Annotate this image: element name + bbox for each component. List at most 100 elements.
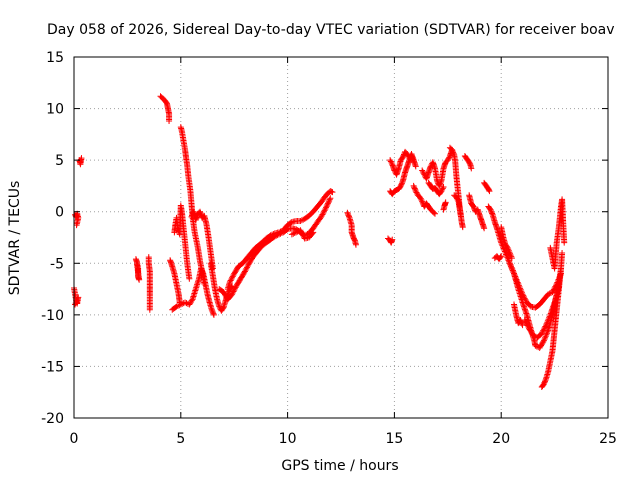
data-point-0-1463 — [544, 317, 551, 324]
data-point-0-1438 — [523, 321, 530, 328]
data-point-0-1357 — [511, 272, 518, 279]
data-point-0-1351 — [507, 263, 514, 270]
data-point-0-1439 — [524, 322, 531, 329]
data-point-0-1669 — [561, 239, 568, 246]
x-tick-label-2: 10 — [279, 431, 297, 447]
data-point-0-777 — [298, 228, 305, 235]
data-point-0-883 — [399, 179, 406, 186]
data-point-0-1348 — [508, 255, 515, 262]
data-point-0-15 — [75, 294, 82, 301]
y-tick-label-1: -15 — [41, 359, 64, 375]
data-point-0-1365 — [516, 283, 523, 290]
data-point-0-17 — [73, 297, 80, 304]
data-point-0-1580 — [559, 249, 566, 256]
data-point-0-546 — [227, 277, 234, 284]
data-point-0-971 — [437, 179, 444, 186]
data-point-0-779 — [299, 231, 306, 238]
data-point-0-912 — [410, 182, 417, 189]
data-point-0-825 — [387, 158, 394, 165]
y-tick-label-4: 0 — [55, 205, 64, 221]
data-point-0-645 — [328, 188, 335, 195]
data-point-0-882 — [398, 180, 405, 187]
data-point-0-823 — [389, 236, 396, 243]
data-point-0-1370 — [519, 291, 526, 298]
data-point-0-1362 — [514, 279, 521, 286]
data-point-0-1193 — [502, 249, 509, 256]
data-point-0-932 — [419, 167, 426, 174]
x-tick-label-1: 5 — [176, 431, 185, 447]
data-point-0-16 — [74, 295, 81, 302]
data-point-0-169 — [177, 301, 184, 308]
data-point-0-765 — [324, 200, 331, 207]
data-point-0-1456 — [540, 327, 547, 334]
data-point-0-1269 — [542, 334, 549, 341]
data-point-0-770 — [288, 231, 295, 238]
data-point-0-766 — [325, 199, 332, 206]
data-point-0-1366 — [517, 285, 524, 292]
x-tick-label-5: 25 — [599, 431, 617, 447]
data-point-0-826 — [388, 159, 395, 166]
data-point-0-1040 — [450, 150, 457, 157]
data-point-0-1461 — [543, 320, 550, 327]
data-point-0-1199 — [506, 258, 513, 265]
data-point-0-1195 — [503, 252, 510, 259]
data-point-0-758 — [320, 210, 327, 217]
data-point-0-969 — [436, 181, 443, 188]
data-point-0-1494 — [542, 377, 549, 384]
data-point-0-1454 — [538, 330, 545, 337]
data-point-0-1462 — [544, 319, 551, 326]
data-point-0-880 — [397, 182, 404, 189]
data-point-0-233 — [210, 311, 217, 318]
data-point-0-714 — [271, 233, 278, 240]
data-point-0-1196 — [504, 254, 511, 261]
data-point-0-166 — [173, 303, 180, 310]
data-point-0-1163 — [488, 207, 495, 214]
data-point-0-1273 — [544, 328, 551, 335]
data-point-0-663 — [229, 289, 236, 296]
data-point-0-968 — [436, 182, 443, 189]
data-point-0-1356 — [511, 270, 518, 277]
data-point-0-667 — [232, 284, 239, 291]
data-point-0-1272 — [543, 330, 550, 337]
data-point-0-1465 — [546, 314, 553, 321]
data-point-0-20 — [72, 301, 79, 308]
data-point-0-1344 — [506, 249, 513, 256]
data-point-0-1353 — [509, 266, 516, 273]
data-point-0-682 — [243, 265, 250, 272]
data-point-0-1162 — [487, 206, 494, 213]
data-point-0-615 — [298, 217, 305, 224]
data-point-0-1350 — [507, 261, 514, 268]
data-point-0-776 — [297, 227, 304, 234]
data-point-0-1372 — [520, 293, 527, 300]
data-point-0-1268 — [541, 336, 548, 343]
data-point-0-1165 — [489, 210, 496, 217]
data-point-0-1158 — [486, 188, 493, 195]
data-point-0-1360 — [513, 276, 520, 283]
y-tick-label-6: 10 — [46, 102, 64, 118]
data-point-0-680 — [241, 268, 248, 275]
data-point-0-790 — [310, 229, 317, 236]
data-point-0-1369 — [518, 289, 525, 296]
data-point-0-849 — [399, 154, 406, 161]
data-point-0-1464 — [545, 316, 552, 323]
data-point-0-1190 — [500, 245, 507, 252]
data-point-0-1106 — [459, 224, 466, 231]
data-point-0-178 — [188, 297, 195, 304]
data-point-0-1374 — [522, 296, 529, 303]
data-point-0-913 — [411, 184, 418, 191]
data-point-0-549 — [229, 273, 236, 280]
data-point-0-718 — [277, 230, 284, 237]
y-tick-label-2: -10 — [41, 308, 64, 324]
data-point-0-1149 — [481, 225, 488, 232]
data-point-0-664 — [230, 288, 237, 295]
data-point-0-1345 — [507, 250, 514, 257]
data-point-0-757 — [319, 211, 326, 218]
data-point-0-824 — [387, 157, 394, 164]
data-point-0-1435 — [521, 317, 528, 324]
data-point-0-1270 — [542, 333, 549, 340]
data-point-0-229 — [208, 306, 215, 313]
data-point-0-1085 — [453, 194, 460, 201]
data-point-0-109 — [146, 306, 153, 313]
data-point-0-791 — [344, 209, 351, 216]
data-point-0-1198 — [505, 257, 512, 264]
